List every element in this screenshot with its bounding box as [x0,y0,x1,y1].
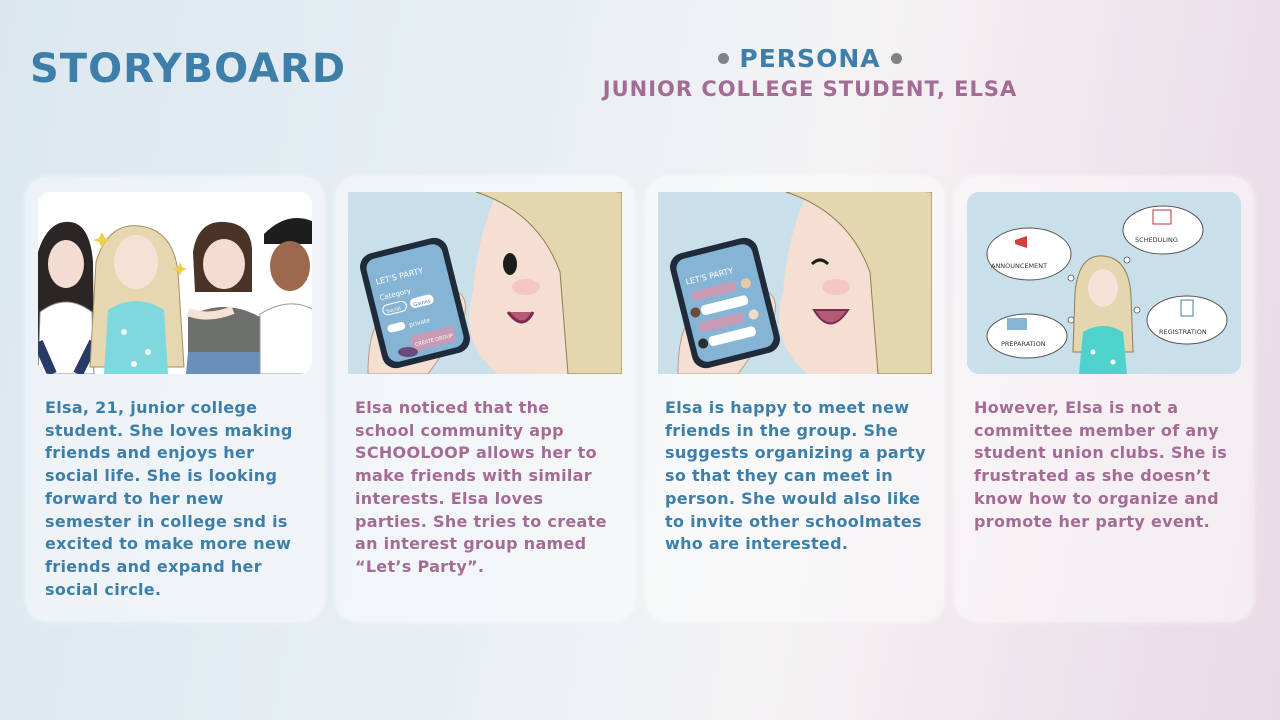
panel-4-caption: However, Elsa is not a committee member … [974,398,1228,531]
svg-text:REGISTRATION: REGISTRATION [1159,328,1207,336]
bullet-dot-icon [718,53,730,64]
panel-4-illustration: ANNOUNCEMENT SCHEDULING PREPARATION REGI… [967,192,1241,374]
storyboard-panel-3: LET'S PARTY Elsa is happy to meet new fr… [646,177,944,621]
panel-2-illustration: LET'S PARTY Category Social Games privat… [348,192,622,374]
storyboard-panel-4: ANNOUNCEMENT SCHEDULING PREPARATION REGI… [955,177,1253,621]
page-title: STORYBOARD [30,46,347,92]
persona-header: PERSONA JUNIOR COLLEGE STUDENT, ELSA [570,44,1050,101]
storyboard-panel-1: Elsa, 21, junior college student. She lo… [26,177,324,621]
privacy-label: private [408,317,431,329]
panel-1-illustration [38,192,312,374]
thought-bubble-announcement: ANNOUNCEMENT [986,227,1072,281]
storyboard-panel-2: LET'S PARTY Category Social Games privat… [336,177,634,621]
bullet-dot-icon [890,53,902,64]
panel-2-caption: Elsa noticed that the school community a… [355,398,607,576]
panel-1-caption: Elsa, 21, junior college student. She lo… [45,398,293,599]
thought-bubble-registration: REGISTRATION [1146,295,1228,345]
panel-3-caption: Elsa is happy to meet new friends in the… [665,398,926,554]
option-a-label: Social [386,306,402,315]
persona-subtitle: JUNIOR COLLEGE STUDENT, ELSA [602,77,1018,101]
svg-text:ANNOUNCEMENT: ANNOUNCEMENT [991,262,1047,270]
persona-label: PERSONA [739,44,881,73]
panel-3-illustration: LET'S PARTY [658,192,932,374]
svg-text:PREPARATION: PREPARATION [1001,340,1046,348]
thought-bubble-preparation: PREPARATION [986,313,1068,359]
thought-bubble-scheduling: SCHEDULING [1122,205,1204,255]
option-b-label: Games [413,298,432,308]
svg-text:SCHEDULING: SCHEDULING [1135,236,1178,244]
